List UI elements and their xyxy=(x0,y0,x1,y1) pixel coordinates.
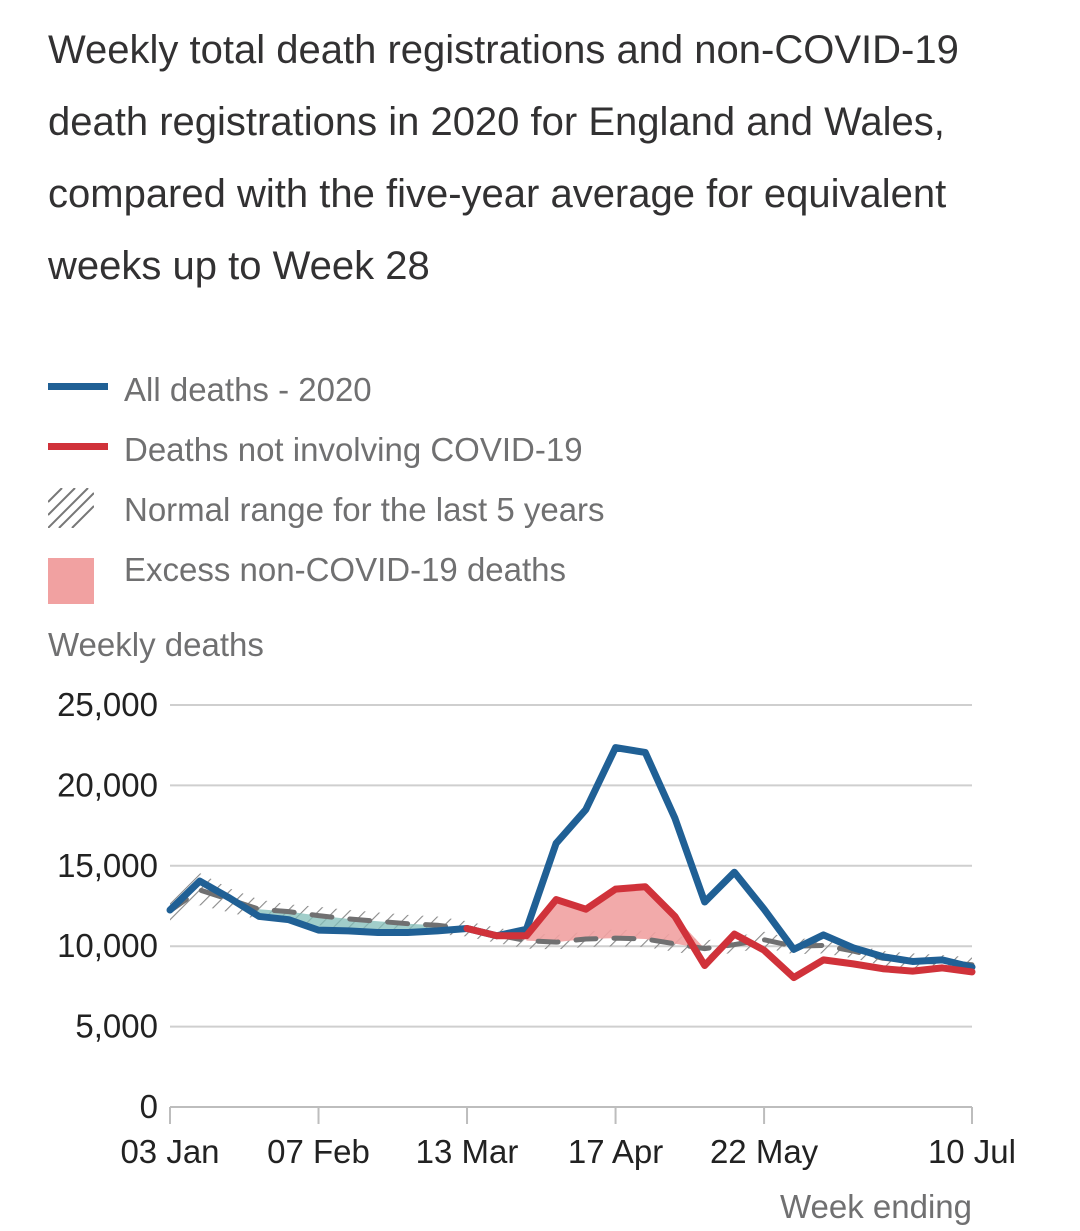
legend-key-non-covid xyxy=(48,443,108,450)
legend-label-excess: Excess non-COVID-19 deaths xyxy=(124,551,567,588)
legend-key-all-deaths xyxy=(48,383,108,390)
legend-key-normal-range xyxy=(48,488,94,528)
legend-item-normal-range: Normal range for the last 5 years xyxy=(48,482,948,542)
x-tick-label-2: 13 Mar xyxy=(416,1133,519,1170)
y-tick-label-0: 0 xyxy=(140,1088,158,1125)
five-year-average-line xyxy=(167,887,975,968)
x-tick-label-3: 17 Apr xyxy=(568,1133,663,1170)
gridlines xyxy=(170,704,972,1028)
all-deaths-line xyxy=(166,744,976,971)
series-lines xyxy=(166,744,976,982)
legend-item-non-covid: Deaths not involving COVID-19 xyxy=(48,422,948,482)
x-tick-label-5: 10 Jul xyxy=(928,1133,1016,1170)
legend-label-non-covid: Deaths not involving COVID-19 xyxy=(124,431,583,468)
y-axis-title: Weekly deaths xyxy=(48,626,264,663)
x-tick-label-4: 22 May xyxy=(710,1133,819,1170)
legend-key-excess xyxy=(48,558,94,604)
legend-label-all-deaths: All deaths - 2020 xyxy=(124,371,372,408)
normal-range-band xyxy=(170,873,972,972)
non-covid-deaths-line xyxy=(463,883,976,982)
y-tick-label-5000: 5,000 xyxy=(75,1008,158,1045)
legend: All deaths - 2020 Deaths not involving C… xyxy=(48,362,948,604)
legend-item-excess: Excess non-COVID-19 deaths xyxy=(48,542,948,604)
x-tick-label-1: 07 Feb xyxy=(267,1133,370,1170)
y-tick-label-20000: 20,000 xyxy=(57,766,158,803)
legend-label-normal-range: Normal range for the last 5 years xyxy=(124,491,605,528)
y-tick-label-25000: 25,000 xyxy=(57,686,158,723)
x-tick-label-0: 03 Jan xyxy=(120,1133,219,1170)
x-axis-title: Week ending xyxy=(780,1188,972,1225)
chart-title: Weekly total death registrations and non… xyxy=(48,28,959,288)
y-tick-label-15000: 15,000 xyxy=(57,847,158,884)
axes: 0 5,000 10,000 15,000 20,000 25,000 03 Jan 07 F… xyxy=(57,686,1016,1170)
normal-range-area xyxy=(170,873,972,972)
legend-item-all-deaths: All deaths - 2020 xyxy=(48,362,948,422)
y-tick-label-10000: 10,000 xyxy=(57,927,158,964)
